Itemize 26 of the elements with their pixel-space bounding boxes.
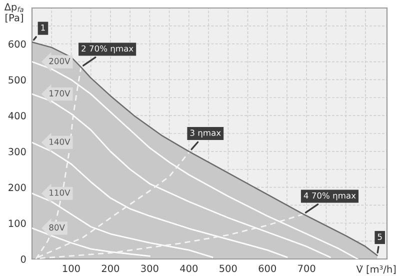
annotation: 2 70% ηmax (82, 45, 134, 54)
annotation: 5 (378, 234, 382, 240)
x-tick-label: 600 (258, 264, 276, 272)
y-tick-label: 100 (8, 220, 26, 227)
x-tick-label: 300 (141, 264, 158, 272)
y-tick-label: 500 (8, 76, 26, 84)
y-tick-label: 0 (20, 255, 26, 263)
y-tick-label: 400 (8, 112, 26, 120)
series-label: 200V (49, 58, 70, 64)
annotation: 3 ηmax (190, 130, 221, 138)
y-tick-label: 600 (8, 40, 26, 48)
x-tick-label: 500 (220, 264, 237, 272)
series-label: 140V (50, 138, 70, 145)
annotation: 4 70% ηmax (304, 192, 356, 200)
x-tick-label: 200 (102, 264, 120, 272)
series-label: 170V (50, 90, 70, 96)
series-label: 80V (49, 224, 65, 231)
annotation: 1 (41, 24, 45, 31)
y-tick-label: 300 (8, 148, 26, 156)
y-axis-title: Δp$_{fa}$ [Pa] (4, 3, 24, 23)
series-label: 110V (50, 189, 70, 196)
x-axis-title: V̇ [m³/h] (356, 265, 396, 274)
x-tick-label: 700 (298, 264, 316, 272)
y-tick-label: 200 (8, 184, 26, 192)
x-tick-label: 400 (180, 264, 198, 272)
x-tick-label: 100 (63, 264, 80, 272)
